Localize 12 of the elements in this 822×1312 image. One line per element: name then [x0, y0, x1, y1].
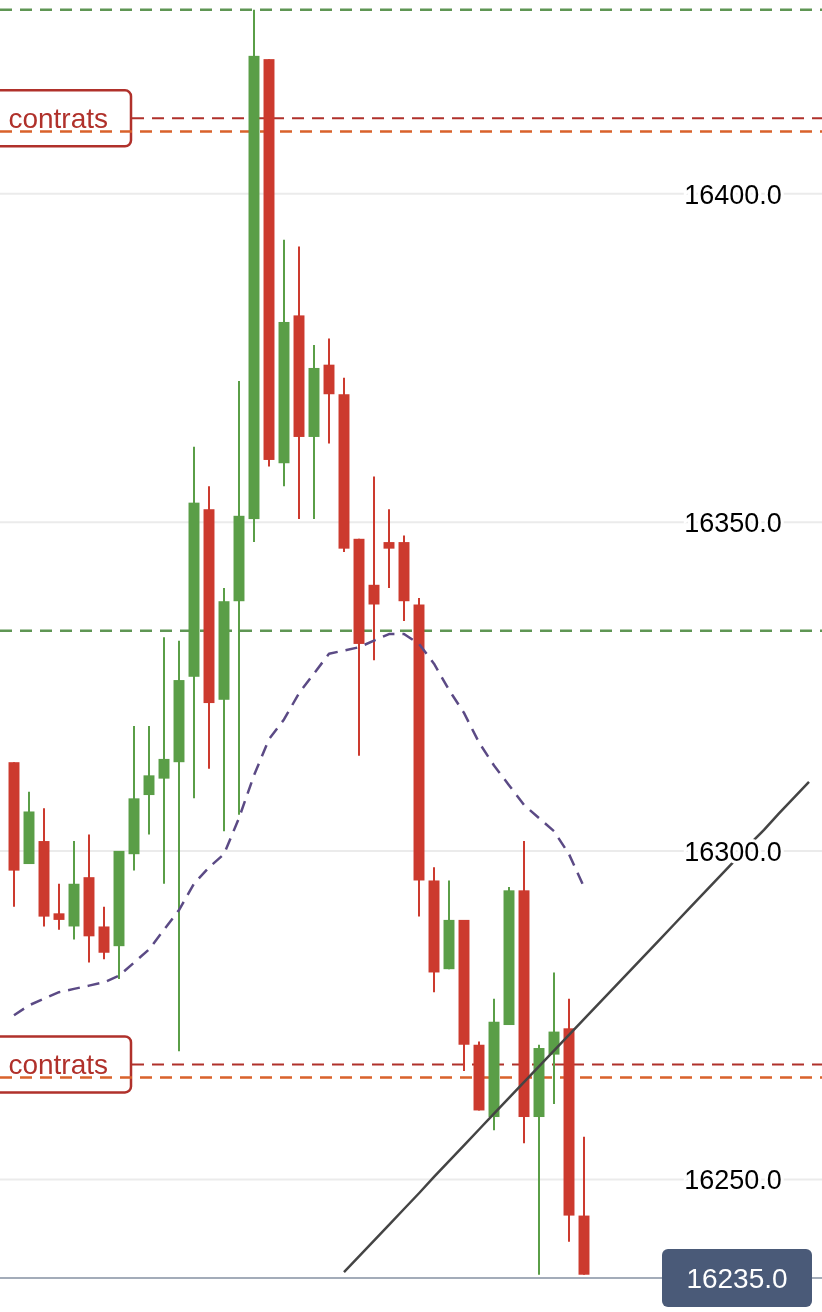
annotation: 16235.0 [686, 1263, 788, 1294]
candlestick [53, 882, 65, 931]
y-tick-label: 16400.0 [684, 179, 782, 210]
candlestick [158, 636, 170, 885]
ref-line-label: contrats [8, 1049, 108, 1081]
y-tick-label: 16350.0 [684, 508, 782, 539]
line-series [12, 632, 586, 1017]
candlestick [383, 508, 395, 590]
candlestick [143, 725, 155, 836]
ref-line-label: contrats [8, 103, 108, 135]
candlestick [368, 475, 380, 662]
y-tick-label: 16250.0 [684, 1165, 782, 1196]
